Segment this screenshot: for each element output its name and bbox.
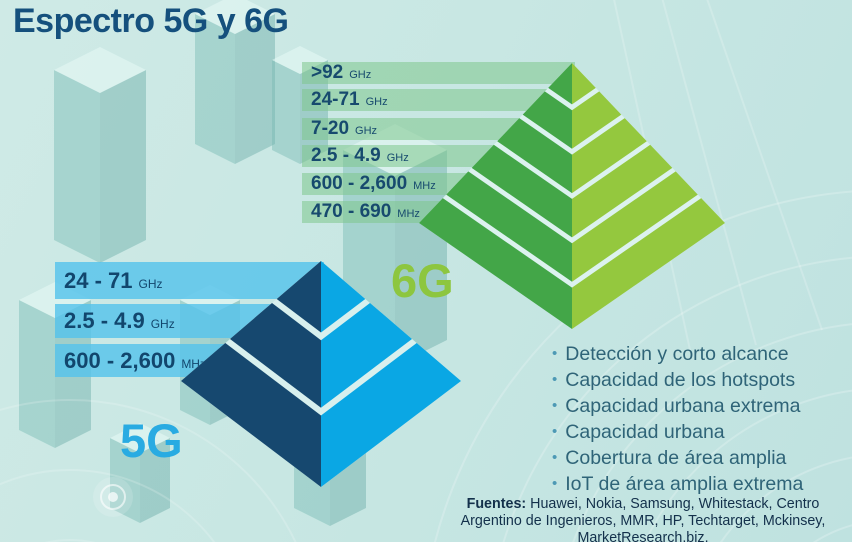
g6-layer-4-left [446,171,572,282]
band-unit: MHz [413,180,436,192]
6g-band-bar: 470 - 690 MHz [302,201,449,223]
city-building-roof [195,0,275,34]
band-unit: MHz [397,208,420,220]
band-value: 600 - 2,600 [311,173,408,194]
city-building [110,438,140,523]
use-case-text: Capacidad urbana extrema [565,394,801,417]
page-title: Espectro 5G y 6G [13,2,289,40]
line-decor [661,0,757,346]
band-unit: GHz [150,317,175,331]
g6-layer-4-right [572,171,698,282]
city-building-roof [110,423,170,453]
g6-layer-3-left [471,144,572,238]
sources-prefix: Fuentes: [466,496,527,512]
city-building [235,14,275,164]
5g-label: 5G [120,414,183,467]
band-unit: GHz [349,69,372,81]
arc-decor [44,539,96,542]
pin-glow-icon [108,492,118,502]
band-value: 7-20 [311,118,350,139]
bullet-icon: • [552,396,558,414]
sources: Fuentes: Huawei, Nokia, Samsung, Whitest… [441,496,845,542]
use-case-text: Cobertura de área amplia [565,446,787,469]
band-value: >92 [311,62,344,83]
band-unit: GHz [386,152,409,164]
use-case-item: • Capacidad urbana extrema [552,393,852,419]
bullet-icon: • [552,448,558,466]
city-building [195,14,235,164]
use-case-text: IoT de área amplia extrema [565,472,804,495]
6g-band-bar: 7-20 GHz [302,118,528,140]
use-case-list: • Detección y corto alcance • Capacidad de … [552,341,852,497]
band-value: 600 - 2,600 [64,348,176,373]
use-case-text: Detección y corto alcance [565,342,789,365]
6g-band-bar: 600 - 2,600 MHz [302,173,475,195]
band-value: 24 - 71 [64,268,133,293]
use-case-item: • IoT de área amplia extrema [552,471,852,497]
6g-label: 6G [391,254,454,307]
pin-glow-icon [100,484,126,510]
use-case-item: • Capacidad de los hotspots [552,367,852,393]
g5-layer-0-right [321,261,366,333]
5g-band-bar: 2.5 - 4.9 GHz [55,304,279,338]
band-unit: GHz [355,125,378,137]
g5-layer-2-left [181,343,321,487]
line-decor [706,0,823,331]
g5-layer-0-left [276,261,321,333]
6g-band-bar: 24-71 GHz [302,89,556,111]
band-value: 2.5 - 4.9 [64,308,145,333]
bullet-icon: • [552,370,558,388]
use-case-text: Capacidad de los hotspots [565,368,796,391]
6g-band-bar: 2.5 - 4.9 GHz [302,145,502,167]
g6-layer-1-right [572,91,622,149]
sources-text: Huawei, Nokia, Samsung, Whitestack, Cent… [460,496,826,542]
bullet-icon: • [552,344,558,362]
band-unit: GHz [138,277,163,291]
g6-layer-1-left [522,91,572,149]
city-building [54,70,100,263]
arc-decor [0,469,216,542]
arc-decor [0,399,297,542]
city-building [272,60,300,164]
use-case-item: • Capacidad urbana [552,419,852,445]
use-case-text: Capacidad urbana [565,420,725,443]
g6-layer-2-right [572,118,647,194]
city-building-roof [54,47,146,93]
use-case-item: • Cobertura de área amplia [552,445,852,471]
bullet-icon: • [552,474,558,492]
g6-layer-3-right [572,144,673,238]
g5-layer-2-right [321,343,461,487]
band-unit: GHz [365,96,388,108]
6g-band-bar: >92 GHz [302,62,575,84]
bullet-icon: • [552,422,558,440]
band-value: 470 - 690 [311,201,392,222]
band-value: 2.5 - 4.9 [311,145,381,166]
g5-layer-1-left [230,303,321,408]
g6-layer-0-left [548,63,572,105]
g6-layer-5-left [419,198,572,329]
city-building [19,300,55,448]
band-value: 24-71 [311,89,360,110]
city-building [100,70,146,263]
g6-layer-0-right [572,63,596,105]
g6-layer-5-right [572,198,725,329]
g6-layer-2-left [497,118,572,194]
5g-band-bar: 24 - 71 GHz [55,262,324,299]
city-building [140,438,170,523]
use-case-item: • Detección y corto alcance [552,341,852,367]
g5-layer-1-right [321,303,412,408]
